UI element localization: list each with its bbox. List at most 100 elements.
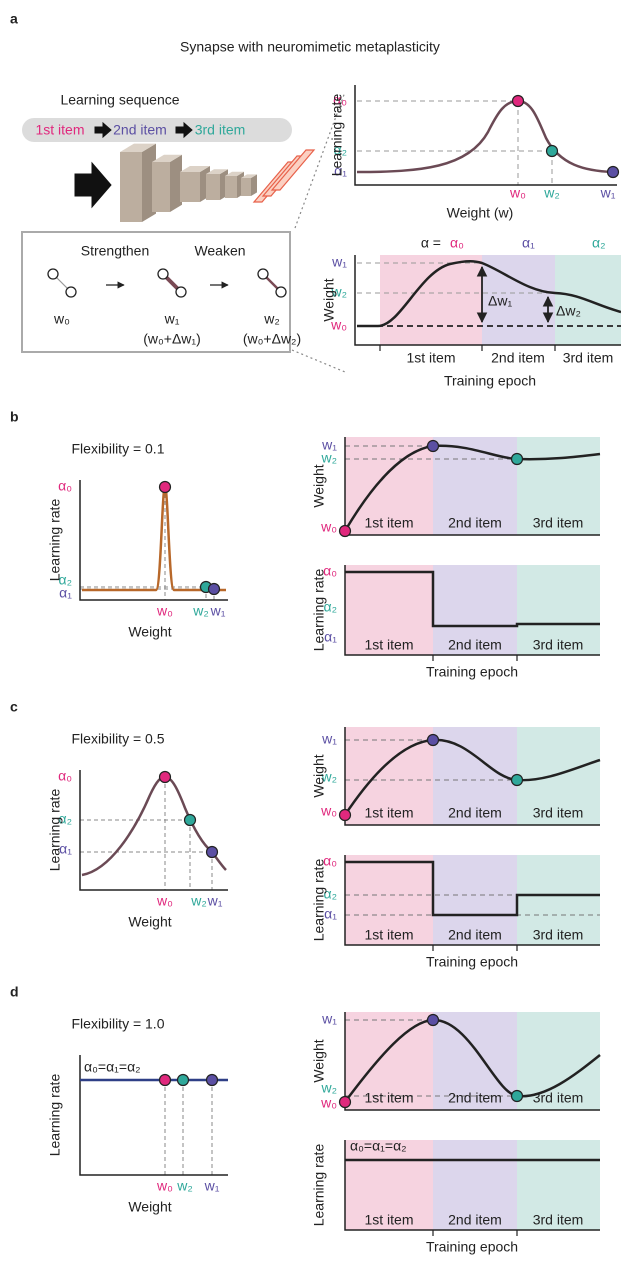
neuron (47, 268, 59, 280)
x-axis-label: Weight (128, 914, 171, 930)
weight-label: w₂ (263, 311, 280, 327)
x-tick-label: w₂ (543, 185, 560, 201)
network-block-side (251, 174, 257, 196)
point (338, 1095, 352, 1109)
network-block (225, 176, 237, 198)
panel-label: b (10, 409, 19, 425)
point (426, 733, 440, 747)
network-block-top (225, 171, 244, 176)
axis (344, 727, 600, 826)
item-region (517, 565, 600, 655)
x-tick-label: w₂ (192, 603, 209, 619)
axis (79, 1055, 228, 1176)
y-tick-label: α₂ (333, 142, 347, 158)
panel-label: c (10, 699, 18, 715)
x-tick-label: w₁ (600, 185, 616, 201)
network-block (241, 178, 251, 196)
item-label: 1st item (406, 350, 455, 366)
step-label: Strengthen (81, 243, 150, 259)
item-label: 1st item (364, 637, 413, 653)
weight-curve (343, 444, 601, 532)
x-tick-label: w₁ (207, 893, 223, 909)
network-block-top (180, 166, 210, 172)
axis (344, 565, 600, 656)
item-label: 2nd item (448, 1090, 502, 1106)
point (606, 165, 620, 179)
x-tick-label: w₁ (204, 1178, 220, 1194)
item-label: 2nd item (491, 350, 545, 366)
item-label: 3rd item (563, 350, 614, 366)
item-region (433, 855, 517, 945)
network-block-side (170, 154, 182, 212)
axis (79, 480, 228, 601)
neuron (275, 286, 287, 298)
x-tick-label: w₀ (156, 603, 173, 619)
step-label: Weaken (194, 243, 245, 259)
x-axis-label: Weight (w) (447, 205, 514, 221)
network-block (180, 172, 200, 202)
axis (79, 770, 228, 891)
axis (344, 855, 600, 946)
y-tick-label: α₁ (324, 906, 337, 922)
item-label: 2nd item (448, 515, 502, 531)
y-tick-label: w₀ (320, 519, 337, 535)
point (510, 1089, 524, 1103)
item-label: 1st item (364, 805, 413, 821)
x-axis-label: Training epoch (426, 1239, 518, 1255)
item-region (433, 565, 517, 655)
update-label: (w₀+Δw₁) (143, 331, 201, 347)
axis (344, 1140, 600, 1231)
update-label: (w₀+Δw₂) (243, 331, 301, 347)
item-label: 3rd item (533, 805, 584, 821)
rate-curve (81, 775, 227, 877)
item-region (380, 255, 482, 345)
x-axis-label: Weight (128, 624, 171, 640)
item-label: 1st item (364, 1212, 413, 1228)
y-axis-label: Learning rate (311, 569, 327, 652)
y-axis-label: Weight (321, 278, 337, 321)
point (205, 1073, 219, 1087)
rate-label: α₀ (450, 235, 464, 251)
delta-label: Δw₁ (488, 293, 512, 309)
item-label: 3rd item (533, 1212, 584, 1228)
item-label: 2nd item (448, 805, 502, 821)
item-label: 2nd item (448, 927, 502, 943)
y-tick-label: α₂ (323, 599, 337, 615)
y-tick-label: α₁ (324, 629, 337, 645)
panel-title: Flexibility = 0.1 (72, 441, 165, 457)
axis (354, 85, 617, 186)
y-tick-label: w₁ (331, 254, 347, 270)
item-region (517, 437, 600, 535)
point (207, 582, 221, 596)
y-tick-label: α₀ (323, 853, 337, 869)
item-region (517, 1012, 600, 1110)
x-tick-label: w₁ (210, 603, 226, 619)
item-region (517, 1140, 600, 1230)
point (426, 439, 440, 453)
item-label: 2nd item (448, 637, 502, 653)
sequence-arrow (175, 121, 193, 139)
y-axis-label: Weight (311, 1039, 327, 1082)
y-tick-label: w₀ (320, 1095, 337, 1111)
sequence-item: 3rd item (195, 122, 246, 138)
point (545, 144, 559, 158)
item-label: 3rd item (533, 637, 584, 653)
y-tick-label: w₁ (321, 437, 337, 453)
point (338, 808, 352, 822)
rate-step (345, 860, 600, 917)
neuron (257, 268, 269, 280)
item-region (345, 565, 433, 655)
point (158, 1073, 172, 1087)
panel-title: Flexibility = 1.0 (72, 1016, 165, 1032)
item-label: 3rd item (533, 515, 584, 531)
axis (344, 1012, 600, 1111)
y-axis-label: Learning rate (311, 1144, 327, 1227)
zoom-line (294, 91, 346, 229)
neuron (175, 286, 187, 298)
y-tick-label: w₂ (320, 450, 337, 466)
x-axis-label: Training epoch (444, 373, 536, 389)
